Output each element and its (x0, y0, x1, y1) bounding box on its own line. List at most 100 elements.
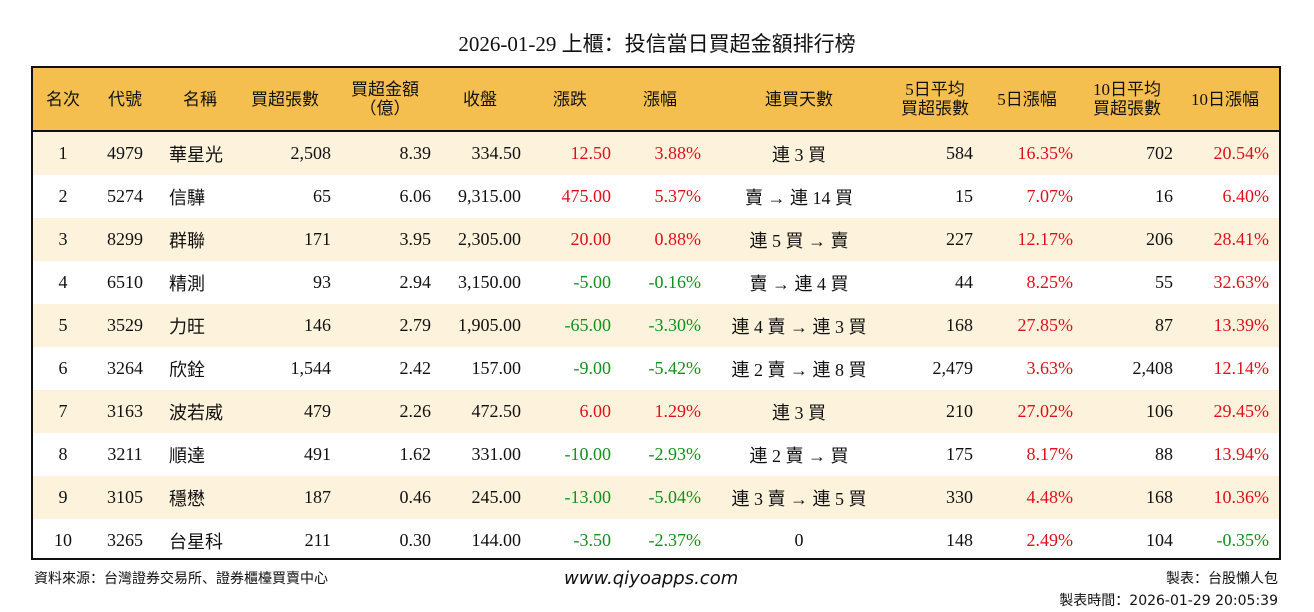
website-link[interactable]: www.qiyoapps.com (564, 568, 739, 589)
table-cell: -10.00 (564, 444, 612, 464)
table-row: 3 8299 群聯 171 3.95 2,305.00 20.00 0.88% 連 5 買 → … (33, 218, 1279, 261)
data-source: 資料來源：台灣證券交易所、證券櫃檯買賣中心 (34, 571, 328, 587)
column-header: 收盤 (463, 89, 497, 109)
table-cell: 27.02% (1017, 401, 1074, 421)
table-cell: 6510 (107, 272, 143, 292)
table-cell: -65.00 (564, 315, 612, 335)
table-cell: 2.49% (1026, 530, 1074, 550)
table-cell: 2,408 (1132, 358, 1174, 378)
table-cell: 0.46 (399, 487, 432, 507)
table-cell: 連 3 買 (772, 402, 826, 423)
table-cell: 8 (58, 444, 68, 464)
table-cell: 7.07% (1026, 186, 1074, 206)
table-cell: 146 (304, 315, 331, 335)
table-cell: 472.50 (471, 401, 522, 421)
page-title: 2026-01-29 上櫃：投信當日買超金額排行榜 (458, 32, 856, 56)
table-cell: 10 (54, 530, 72, 550)
ranking-table: 名次 代號 名稱 買超張數 買超金額 （億） 收盤 漲跌 漲幅 連買天數 5日平均 買超張數 5日漲… (31, 66, 1281, 560)
table-cell: 台星科 (169, 531, 223, 552)
table-cell: 華星光 (169, 144, 223, 165)
column-header: 名次 (46, 89, 80, 109)
table-cell: 475.00 (561, 186, 612, 206)
table-cell: 0.88% (654, 229, 702, 249)
table-cell: 9 (58, 487, 68, 507)
table-cell: -5.04% (648, 487, 702, 507)
table-cell: -2.37% (648, 530, 702, 550)
table-row: 4 6510 精測 93 2.94 3,150.00 -5.00 -0.16% 賣 → 連 4 … (33, 261, 1279, 304)
table-cell: 65 (313, 186, 331, 206)
table-cell: 168 (946, 315, 973, 335)
table-cell: 2.26 (399, 401, 432, 421)
table-cell: 3.88% (654, 143, 702, 163)
table-cell: 4 (58, 272, 68, 292)
table-cell: 491 (304, 444, 331, 464)
table-cell: 信驊 (169, 187, 205, 208)
table-cell: 15 (955, 186, 973, 206)
table-cell: 12.14% (1213, 358, 1270, 378)
table-cell: 6.06 (399, 186, 432, 206)
table-cell: 6.40% (1222, 186, 1270, 206)
table-cell: 106 (1146, 401, 1173, 421)
table-cell: 8299 (107, 229, 143, 249)
table-cell: 1,544 (290, 358, 332, 378)
table-cell: -0.35% (1216, 530, 1270, 550)
table-cell: 2.42 (399, 358, 432, 378)
table-cell: -5.42% (648, 358, 702, 378)
table-cell: 16.35% (1017, 143, 1074, 163)
table-cell: 3211 (107, 444, 143, 464)
table-cell: 4.48% (1026, 487, 1074, 507)
table-cell: 連 2 賣 → 買 (749, 445, 849, 466)
column-header: 名稱 (183, 89, 217, 109)
table-cell: 順達 (169, 445, 205, 466)
table-cell: 1 (58, 143, 68, 163)
made-time: 製表時間：2026-01-29 20:05:39 (1059, 593, 1278, 609)
table-cell: 175 (946, 444, 973, 464)
table-row: 6 3264 欣銓 1,544 2.42 157.00 -9.00 -5.42% 連 2 賣 →… (33, 347, 1279, 390)
table-cell: 29.45% (1213, 401, 1270, 421)
table-row: 1 4979 華星光 2,508 8.39 334.50 12.50 3.88% 連 3 買 58… (33, 132, 1279, 175)
table-cell: 13.94% (1213, 444, 1270, 464)
table-cell: 330 (946, 487, 973, 507)
table-cell: 8.25% (1026, 272, 1074, 292)
table-cell: 12.50 (570, 143, 612, 163)
table-cell: 227 (946, 229, 973, 249)
table-cell: 4979 (107, 143, 143, 163)
table-cell: 584 (946, 143, 973, 163)
table-cell: 連 3 買 (772, 144, 826, 165)
table-cell: 171 (304, 229, 331, 249)
table-cell: 211 (304, 530, 331, 550)
column-header: 代號 (108, 89, 142, 109)
column-header: 5日平均 買超張數 (901, 80, 969, 118)
table-cell: 9,315.00 (458, 186, 521, 206)
table-cell: -3.30% (648, 315, 702, 335)
table-row: 10 3265 台星科 211 0.30 144.00 -3.50 -2.37% 0 148 2.4… (33, 519, 1279, 562)
column-header: 連買天數 (765, 89, 833, 109)
table-cell: 3.95 (399, 229, 432, 249)
table-cell: 331.00 (471, 444, 522, 464)
table-cell: 群聯 (169, 230, 205, 251)
column-header: 5日漲幅 (997, 89, 1057, 109)
table-cell: 55 (1155, 272, 1173, 292)
table-header: 名次 代號 名稱 買超張數 買超金額 （億） 收盤 漲跌 漲幅 連買天數 5日平均 買超張數 5日漲… (33, 68, 1279, 132)
table-cell: 8.39 (399, 143, 432, 163)
table-cell: 6 (58, 358, 68, 378)
table-cell: 187 (304, 487, 331, 507)
table-cell: 20.00 (570, 229, 612, 249)
table-row: 7 3163 波若威 479 2.26 472.50 6.00 1.29% 連 3 買 210 27… (33, 390, 1279, 433)
maker: 製表：台股懶人包 (1166, 571, 1278, 587)
table-cell: 44 (955, 272, 973, 292)
table-cell: 力旺 (169, 316, 205, 337)
table-cell: 3,150.00 (458, 272, 521, 292)
table-cell: 0.30 (399, 530, 432, 550)
table-row: 2 5274 信驊 65 6.06 9,315.00 475.00 5.37% 賣 → 連 14… (33, 175, 1279, 218)
table-cell: 賣 → 連 14 買 (745, 187, 853, 208)
table-cell: 32.63% (1213, 272, 1270, 292)
table-row: 8 3211 順達 491 1.62 331.00 -10.00 -2.93% 連 2 賣 → … (33, 433, 1279, 476)
table-cell: 5.37% (654, 186, 702, 206)
maker-info: 製表：台股懶人包 製表時間：2026-01-29 20:05:39 (1059, 568, 1278, 612)
table-cell: 精測 (169, 273, 205, 294)
table-cell: 5274 (107, 186, 143, 206)
table-cell: 148 (946, 530, 973, 550)
table-cell: 104 (1146, 530, 1173, 550)
table-cell: 1,905.00 (458, 315, 521, 335)
